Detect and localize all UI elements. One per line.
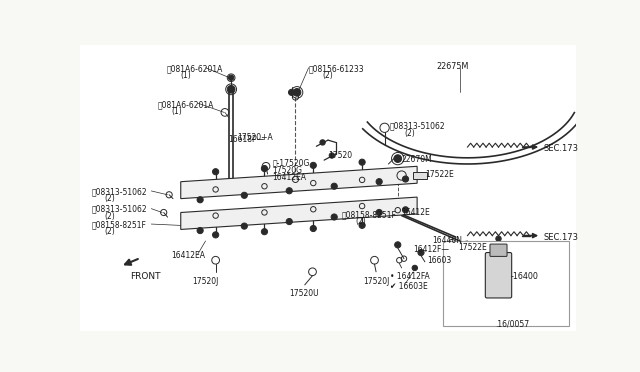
- Text: 17520: 17520: [328, 151, 352, 160]
- Text: Ⓑ-17520G: Ⓑ-17520G: [272, 158, 310, 168]
- Circle shape: [212, 232, 219, 238]
- Text: 16412EA: 16412EA: [272, 173, 306, 182]
- Text: 17520J: 17520J: [193, 277, 219, 286]
- Text: 16412EA: 16412EA: [172, 251, 205, 260]
- Circle shape: [331, 183, 337, 189]
- Circle shape: [331, 214, 337, 220]
- Circle shape: [227, 86, 235, 93]
- Text: (1): (1): [180, 71, 191, 80]
- Circle shape: [289, 89, 294, 96]
- Text: Ⓑ08158-8251F: Ⓑ08158-8251F: [92, 220, 147, 229]
- FancyBboxPatch shape: [485, 253, 511, 298]
- Text: 16618P—: 16618P—: [228, 135, 264, 144]
- Text: 17520U: 17520U: [289, 289, 319, 298]
- Text: SEC.173: SEC.173: [543, 232, 579, 241]
- Polygon shape: [180, 197, 417, 230]
- Circle shape: [403, 176, 408, 182]
- Text: Ⓑ08158-8251F: Ⓑ08158-8251F: [342, 210, 397, 219]
- Text: FRONT: FRONT: [131, 272, 161, 281]
- Text: (2): (2): [355, 217, 366, 226]
- Circle shape: [293, 89, 301, 96]
- Circle shape: [394, 155, 402, 163]
- Text: Ⓑ081A6-6201A: Ⓑ081A6-6201A: [157, 100, 214, 109]
- Circle shape: [241, 223, 248, 229]
- Text: (1): (1): [172, 107, 182, 116]
- Text: (2): (2): [105, 227, 116, 236]
- Text: 16412F—: 16412F—: [413, 245, 449, 254]
- Text: 17522E: 17522E: [458, 243, 487, 252]
- Text: 17520G: 17520G: [272, 166, 302, 174]
- Circle shape: [418, 250, 424, 256]
- Circle shape: [197, 197, 204, 203]
- Circle shape: [412, 265, 417, 271]
- Circle shape: [310, 162, 316, 169]
- Circle shape: [320, 140, 325, 145]
- Circle shape: [376, 179, 382, 185]
- Text: 16412E: 16412E: [402, 208, 430, 217]
- Text: -16400: -16400: [510, 272, 538, 281]
- Text: .16/0057: .16/0057: [495, 320, 529, 328]
- Text: (2): (2): [105, 212, 116, 221]
- Circle shape: [359, 159, 365, 165]
- Bar: [443, 241, 569, 326]
- Text: • 16412FA: • 16412FA: [390, 272, 429, 281]
- Text: (2): (2): [323, 71, 333, 80]
- Text: 22675M: 22675M: [436, 62, 469, 71]
- Text: SEC.173: SEC.173: [543, 144, 579, 153]
- Text: Ⓑ08156-61233: Ⓑ08156-61233: [308, 64, 364, 73]
- Circle shape: [286, 188, 292, 194]
- Text: Ⓢ08313-51062: Ⓢ08313-51062: [92, 187, 147, 196]
- Text: 17522E: 17522E: [425, 170, 454, 179]
- Circle shape: [286, 218, 292, 225]
- Circle shape: [310, 225, 316, 232]
- Polygon shape: [180, 166, 417, 199]
- Text: 17520J: 17520J: [363, 277, 389, 286]
- Text: 22670M: 22670M: [402, 155, 433, 164]
- Circle shape: [395, 242, 401, 248]
- Text: ✔ 16603E: ✔ 16603E: [390, 282, 428, 291]
- Circle shape: [403, 207, 408, 213]
- Text: Ⓢ08313-51062: Ⓢ08313-51062: [390, 122, 445, 131]
- Text: 16440N: 16440N: [433, 235, 463, 245]
- Bar: [413, 172, 428, 179]
- Circle shape: [241, 192, 248, 198]
- Text: Ⓢ08313-51062: Ⓢ08313-51062: [92, 205, 147, 214]
- Circle shape: [212, 169, 219, 175]
- Circle shape: [496, 236, 501, 241]
- Circle shape: [376, 209, 382, 215]
- Circle shape: [329, 153, 335, 158]
- FancyBboxPatch shape: [490, 244, 507, 256]
- Circle shape: [359, 222, 365, 228]
- Circle shape: [197, 228, 204, 234]
- Circle shape: [261, 166, 268, 171]
- Text: Ⓑ081A6-6201A: Ⓑ081A6-6201A: [167, 64, 223, 73]
- Text: 16603: 16603: [428, 256, 451, 265]
- Text: (2): (2): [105, 194, 116, 203]
- Circle shape: [261, 229, 268, 235]
- Text: 17520+A: 17520+A: [237, 133, 273, 142]
- Circle shape: [496, 301, 501, 306]
- Text: (2): (2): [404, 129, 415, 138]
- Circle shape: [228, 75, 234, 80]
